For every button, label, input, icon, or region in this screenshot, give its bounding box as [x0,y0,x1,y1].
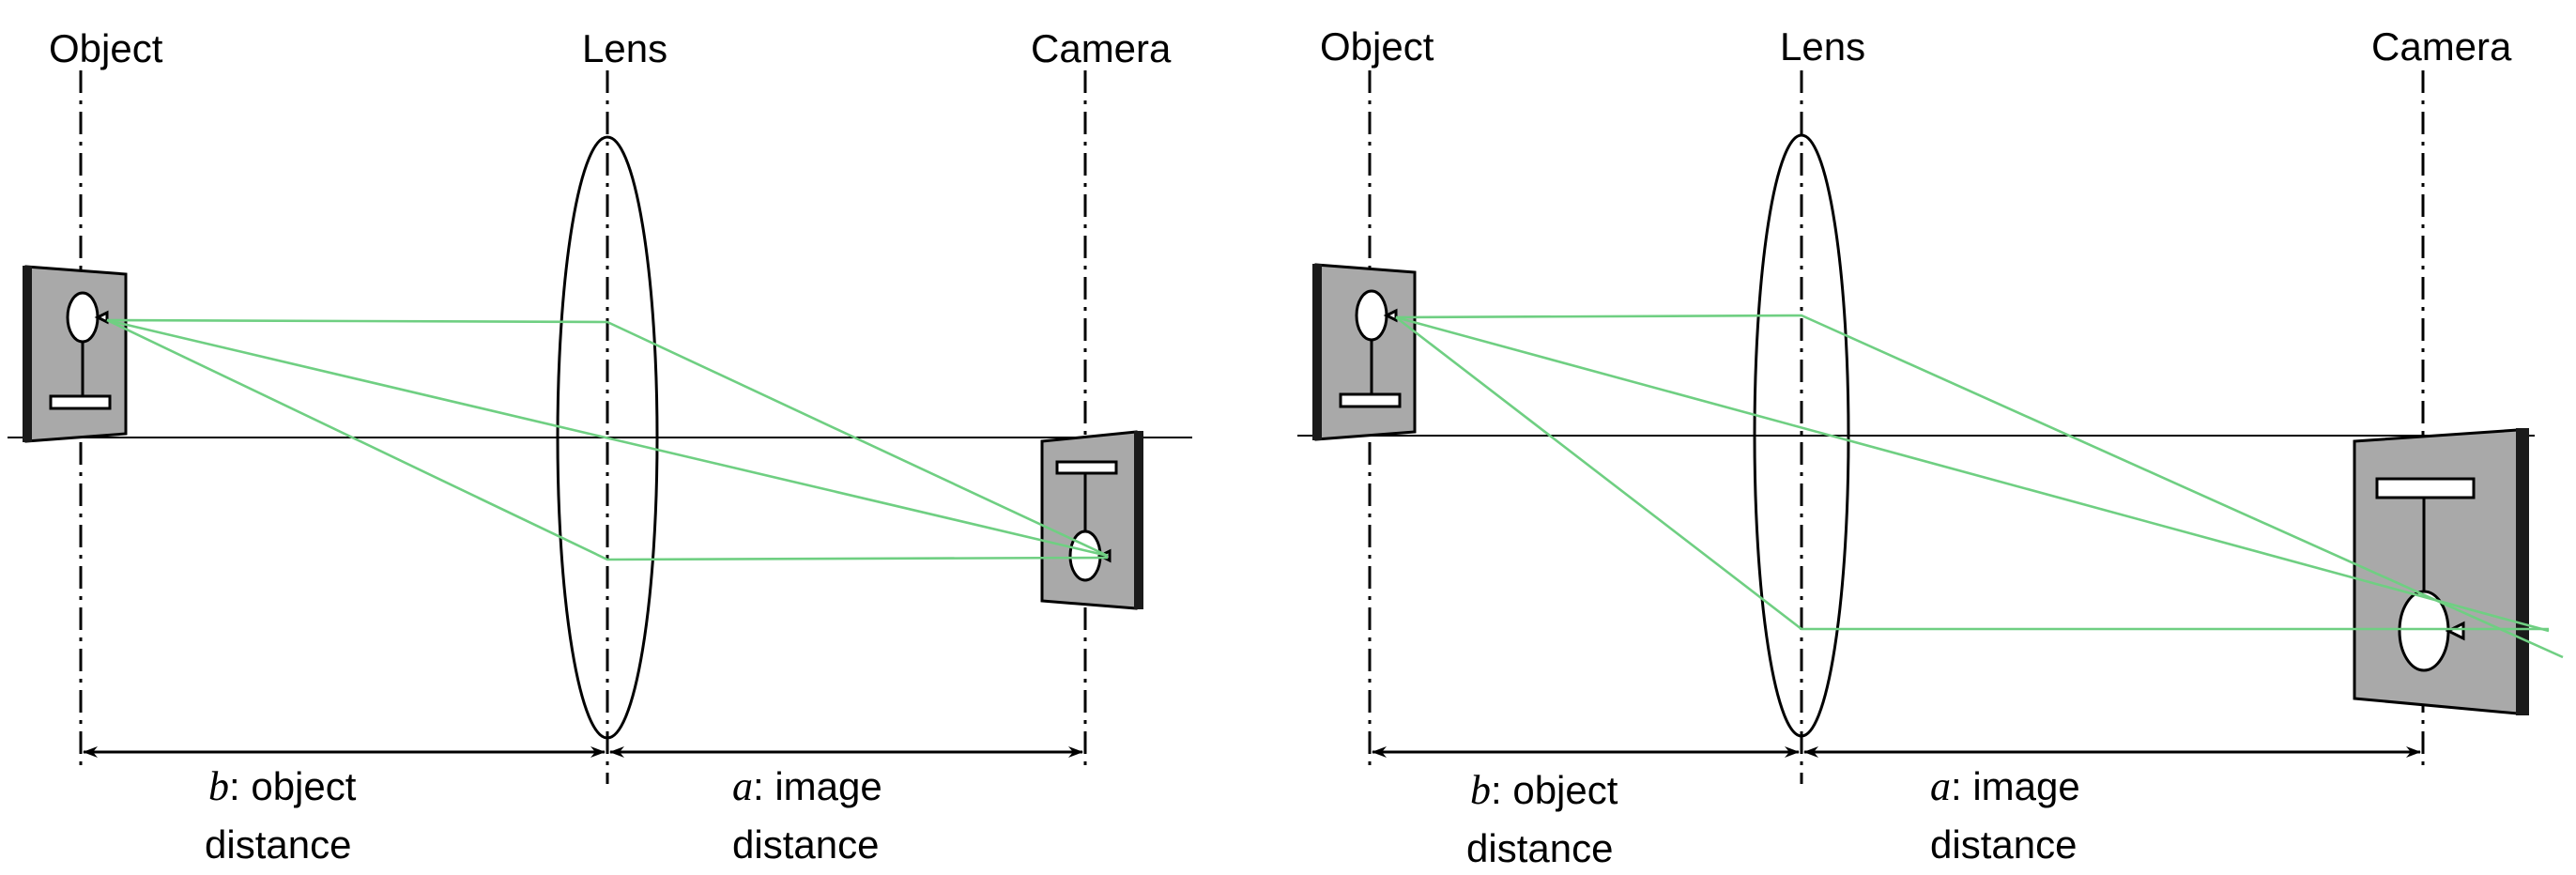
object-label: Object [1320,24,1434,69]
camera-label: Camera [1031,26,1172,70]
object-plate [1312,263,1417,441]
object-distance-label: b: object [1470,767,1618,813]
image-tip-icon [2445,621,2465,641]
lens-shape [556,135,659,740]
object-plate [23,265,128,443]
ray-center [1395,315,2550,633]
right-panel: Object Lens Camera [1297,24,2564,870]
camera-plate [2353,428,2529,715]
ray-parallel [106,318,1109,558]
light-rays [1395,314,2564,659]
object-distance-label-line2: distance [1466,826,1613,870]
image-distance-label: a: image [1930,763,2080,809]
image-distance-label-line2: distance [1930,822,2077,867]
object-distance-label-line2: distance [205,822,351,867]
camera-plate [1040,430,1143,610]
object-tip-icon [94,310,109,325]
image-distance-label-line2: distance [732,822,879,867]
ray-focal [106,318,1109,561]
lens-label: Lens [1780,24,1865,69]
lens-label: Lens [582,26,667,70]
lens-shape [1753,133,1850,738]
image-distance-label: a: image [732,763,882,809]
left-panel: Object Lens Camera [8,26,1192,867]
object-label: Object [49,26,163,70]
camera-label: Camera [2371,24,2512,69]
light-rays [106,318,1109,561]
ray-focal [1395,315,2549,631]
object-distance-label: b: object [208,763,357,809]
ray-center [106,318,1109,558]
ray-parallel [1395,314,2564,659]
object-tip-icon [1383,308,1398,323]
